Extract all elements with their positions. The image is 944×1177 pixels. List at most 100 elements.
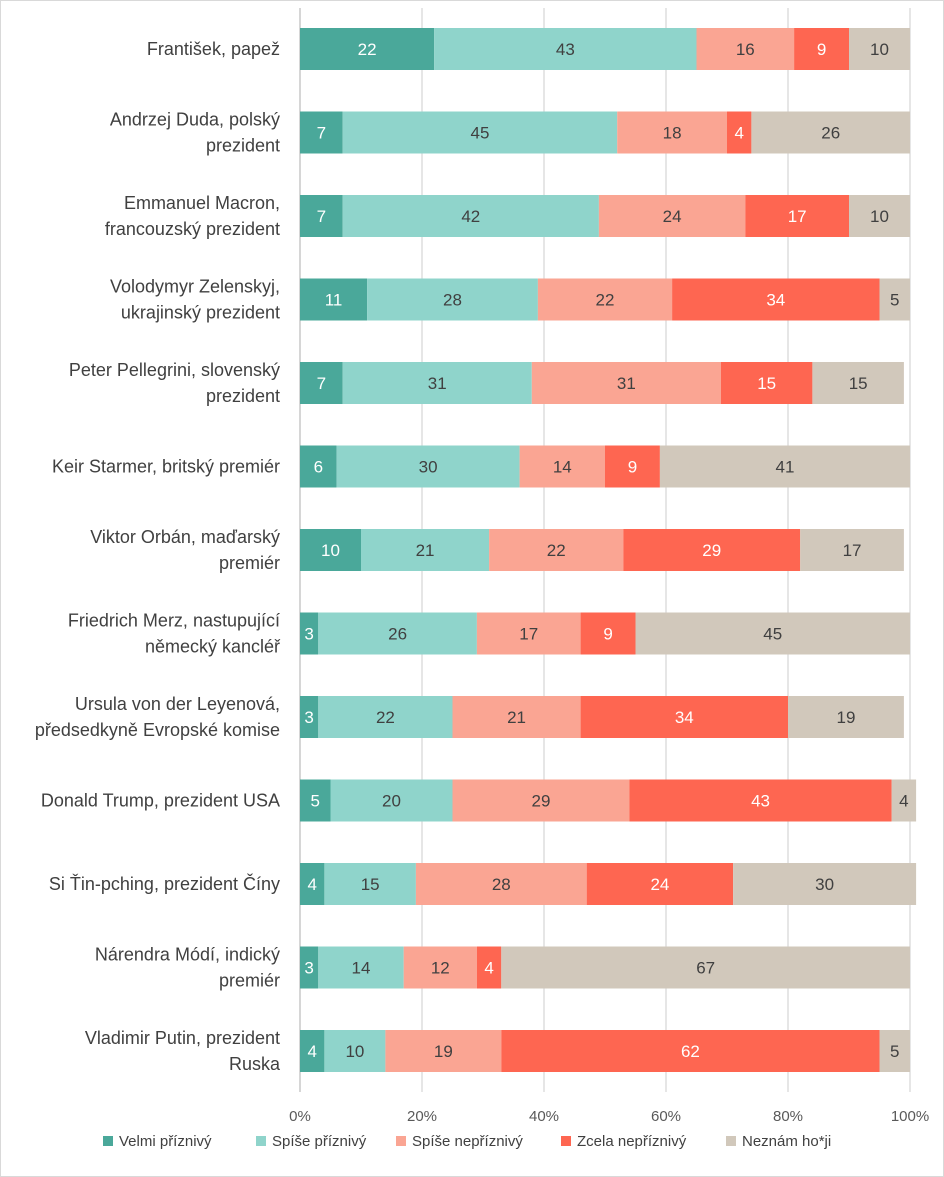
bar-segment — [812, 362, 904, 404]
data-label: 10 — [870, 40, 889, 59]
data-label: 26 — [388, 625, 407, 644]
data-label: 7 — [317, 207, 326, 226]
bar-segment — [580, 612, 636, 655]
data-label: 4 — [484, 959, 493, 978]
bar-segment — [519, 445, 605, 488]
data-label: 26 — [821, 124, 840, 143]
data-label: 62 — [681, 1042, 700, 1061]
legend-swatch — [103, 1136, 113, 1146]
data-label: 31 — [617, 374, 636, 393]
data-label: 10 — [321, 541, 340, 560]
bar-segment — [452, 779, 630, 822]
legend-label: Velmi příznivý — [119, 1133, 212, 1150]
legend-label: Neznám ho*ji — [742, 1133, 831, 1150]
bar-segment — [324, 1030, 386, 1072]
category-label: Friedrich Merz, nastupující — [68, 611, 280, 631]
bar-segment — [617, 111, 727, 154]
bar-segment — [531, 362, 721, 404]
data-label: 30 — [815, 875, 834, 894]
data-label: 4 — [307, 1042, 316, 1061]
data-label: 34 — [675, 708, 694, 727]
data-label: 30 — [419, 458, 438, 477]
category-label: Emmanuel Macron, — [124, 193, 280, 213]
data-label: 3 — [304, 708, 313, 727]
bar-segment — [727, 111, 752, 154]
category-label: Viktor Orbán, maďarský — [90, 527, 280, 547]
category-label: ukrajinský prezident — [121, 303, 280, 323]
data-label: 17 — [519, 625, 538, 644]
data-label: 4 — [734, 124, 743, 143]
data-label: 21 — [507, 708, 526, 727]
x-axis-ticks: 0% 20% 40% 60% 80% 100% — [289, 1108, 929, 1125]
bar-segment — [672, 278, 880, 321]
x-tick-label: 20% — [407, 1108, 437, 1125]
data-label: 9 — [628, 458, 637, 477]
bar-segment — [598, 195, 746, 237]
data-label: 21 — [416, 541, 435, 560]
bar-segment — [891, 779, 917, 822]
bar-segment — [300, 445, 337, 488]
bar-segment — [879, 278, 910, 321]
bar-segment — [696, 28, 795, 70]
data-label: 17 — [788, 207, 807, 226]
bar-segment — [300, 1030, 325, 1072]
bar-segment — [403, 946, 477, 989]
bar-segment — [300, 779, 331, 822]
x-tick-label: 80% — [773, 1108, 803, 1125]
bar-segment — [300, 111, 343, 154]
data-label: 31 — [428, 374, 447, 393]
data-label: 7 — [317, 374, 326, 393]
bar-segment — [385, 1030, 502, 1072]
data-label: 29 — [531, 792, 550, 811]
bar-segment — [324, 863, 416, 905]
data-label: 42 — [461, 207, 480, 226]
data-label: 7 — [317, 124, 326, 143]
bar-segment — [605, 445, 660, 488]
bar-segment — [300, 195, 343, 237]
category-label: Donald Trump, prezident USA — [41, 791, 280, 811]
data-label: 22 — [376, 708, 395, 727]
data-label: 5 — [311, 792, 320, 811]
data-label: 28 — [492, 875, 511, 894]
bar-segment — [849, 195, 910, 237]
data-label: 4 — [899, 792, 908, 811]
data-label: 17 — [843, 541, 862, 560]
bar-segment — [300, 946, 319, 989]
data-label: 15 — [849, 374, 868, 393]
data-label: 45 — [470, 124, 489, 143]
bar-segment — [794, 28, 849, 70]
data-label: 45 — [763, 625, 782, 644]
bar-segment — [336, 445, 520, 488]
bar-segment — [501, 1030, 880, 1072]
data-label: 9 — [817, 40, 826, 59]
bar-segment — [629, 779, 892, 822]
x-tick-label: 40% — [529, 1108, 559, 1125]
data-label: 14 — [553, 458, 572, 477]
bar-segment — [300, 696, 319, 738]
legend-swatch — [726, 1136, 736, 1146]
bar-segment — [318, 696, 453, 738]
bar-segment — [788, 696, 904, 738]
bar-segment — [342, 111, 618, 154]
bar-segment — [751, 111, 910, 154]
category-labels: František, papež Andrzej Duda, polský prez… — [35, 39, 281, 1074]
bar-segment — [586, 863, 734, 905]
legend-swatch — [396, 1136, 406, 1146]
category-label: francouzský prezident — [105, 219, 280, 239]
bar-segment — [879, 1030, 910, 1072]
data-label: 11 — [325, 291, 343, 310]
legend-swatch — [561, 1136, 571, 1146]
data-label: 22 — [358, 40, 377, 59]
category-label: prezident — [206, 136, 280, 156]
data-label: 15 — [361, 875, 380, 894]
bar-segment — [342, 195, 599, 237]
data-label: 4 — [307, 875, 316, 894]
bar-segment — [300, 529, 361, 571]
bar-segment — [300, 278, 368, 321]
category-label: Vladimir Putin, prezident — [85, 1028, 280, 1048]
bar-segment — [318, 612, 477, 655]
category-label: Ursula von der Leyenová, — [75, 694, 280, 714]
category-label: Si Ťin-pching, prezident Číny — [49, 873, 280, 894]
